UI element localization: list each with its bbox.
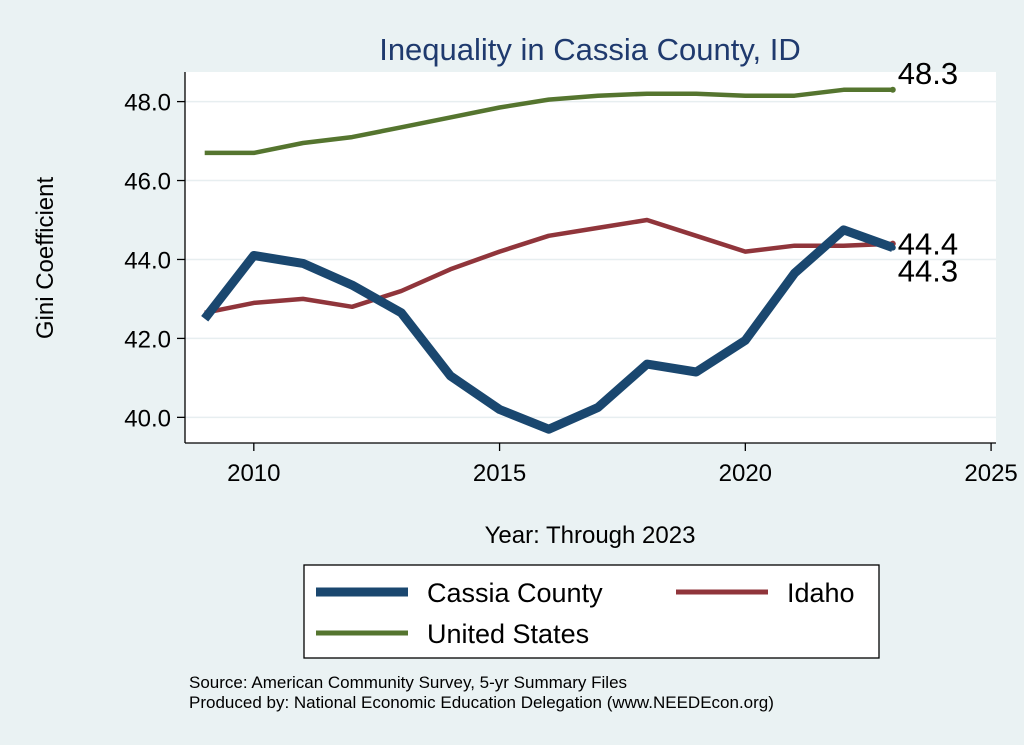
x-axis-ticks: 2010 2015 2020 2025 (227, 443, 1018, 487)
end-label-united-states: 48.3 (898, 56, 958, 91)
legend-item-united-states: United States (316, 619, 589, 649)
chart-title: Inequality in Cassia County, ID (379, 32, 801, 67)
x-tick-label: 2020 (719, 460, 772, 487)
x-tick-label: 2010 (227, 460, 280, 487)
y-tick-label: 42.0 (124, 326, 171, 353)
y-axis-label: Gini Coefficient (32, 177, 59, 340)
end-label-cassia-county: 44.3 (898, 254, 958, 289)
producer-note: Produced by: National Economic Education… (189, 693, 774, 712)
series-line-united-states (204, 87, 893, 156)
series-layer (201, 86, 896, 434)
grid-lines (185, 100, 996, 419)
x-tick-label: 2025 (964, 460, 1017, 487)
legend-label-united-states: United States (427, 619, 589, 649)
legend-item-cassia-county: Cassia County (316, 578, 603, 608)
end-label-idaho: 44.4 (898, 227, 958, 262)
y-tick-label: 44.0 (124, 247, 171, 274)
source-note: Source: American Community Survey, 5-yr … (189, 673, 627, 692)
y-tick-label: 40.0 (124, 405, 171, 432)
y-tick-label: 46.0 (124, 169, 171, 196)
end-labels: 44.344.4 48.3 (898, 56, 958, 289)
y-tick-label: 48.0 (124, 90, 171, 117)
series-line-idaho (204, 217, 893, 316)
end-point-united-states (889, 86, 896, 93)
legend-label-cassia-county: Cassia County (427, 578, 603, 608)
y-axis-ticks: 40.0 42.0 44.0 46.0 48.0 (124, 90, 185, 432)
plot-area (185, 72, 996, 443)
legend-box (303, 564, 880, 659)
legend-item-idaho: Idaho (676, 578, 855, 608)
end-point-cassia-county (889, 244, 896, 251)
x-axis-label: Year: Through 2023 (485, 522, 696, 549)
series-line-cassia-county (201, 225, 895, 434)
legend-label-idaho: Idaho (787, 578, 855, 608)
x-tick-label: 2015 (473, 460, 526, 487)
